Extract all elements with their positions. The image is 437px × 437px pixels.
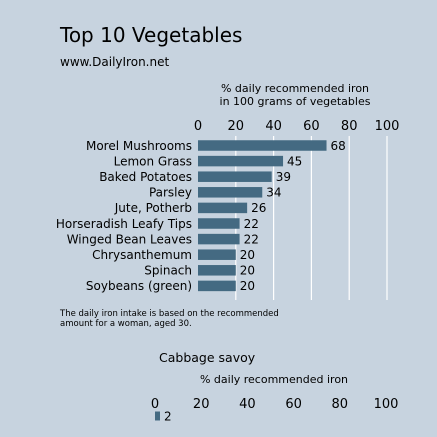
value-label: 22 (244, 232, 259, 246)
value-label: 68 (331, 139, 346, 153)
value-label: 26 (251, 201, 266, 215)
category-label: Morel Mushrooms (86, 139, 192, 153)
x-tick-label: 20 (228, 119, 245, 134)
main-x-axis-title-line2: in 100 grams of vegetables (220, 95, 371, 108)
value-label: 45 (287, 154, 302, 168)
bar (198, 140, 327, 151)
x-tick-label: 60 (285, 397, 302, 412)
footnote-line-2: amount for a woman, aged 30. (60, 319, 192, 329)
bar (155, 411, 160, 421)
sub-bars: 2 (155, 409, 172, 423)
category-label: Horseradish Leafy Tips (56, 217, 192, 231)
sub-chart-title: Cabbage savoy (159, 350, 256, 365)
value-label: 34 (266, 186, 281, 200)
category-label: Jute, Potherb (114, 201, 192, 215)
bar (198, 202, 248, 214)
x-tick-label: 80 (341, 119, 358, 134)
bar (198, 249, 236, 260)
sub-x-axis-title: % daily recommended iron (200, 373, 348, 386)
footnote-line-1: The daily iron intake is based on the re… (59, 309, 279, 319)
value-label: 39 (276, 170, 291, 184)
x-tick-label: 20 (193, 397, 210, 412)
value-label: 20 (240, 279, 255, 293)
value-label: 20 (240, 248, 255, 262)
category-label: Chrysanthemum (92, 248, 192, 262)
category-label: Soybeans (green) (86, 279, 192, 293)
bar (198, 171, 272, 182)
bar (198, 280, 236, 292)
x-tick-label: 100 (375, 119, 400, 134)
source-link[interactable]: www.DailyIron.net (60, 55, 169, 69)
main-bars: Morel Mushrooms 68 Lemon Grass 45 Baked Pota… (56, 139, 346, 293)
category-label: Parsley (149, 186, 192, 200)
category-label: Winged Bean Leaves (67, 232, 192, 246)
value-label: 2 (164, 409, 172, 423)
x-tick-label: 0 (194, 119, 202, 134)
value-label: 20 (240, 264, 255, 278)
category-label: Baked Potatoes (99, 170, 192, 184)
bar (198, 233, 240, 245)
x-tick-label: 40 (265, 119, 282, 134)
footnote: The daily iron intake is based on the re… (59, 309, 279, 329)
main-tick-labels: 0 20 40 60 80 100 (194, 119, 400, 134)
chart-title: Top 10 Vegetables (59, 23, 242, 47)
category-label: Lemon Grass (114, 154, 192, 168)
x-tick-label: 40 (239, 397, 256, 412)
x-tick-label: 0 (151, 397, 159, 412)
sub-chart: Cabbage savoy % daily recommended iron 0… (151, 350, 399, 423)
x-tick-label: 80 (332, 397, 349, 412)
bar (198, 265, 236, 276)
main-x-axis-title-line1: % daily recommended iron (221, 82, 369, 95)
main-chart: % daily recommended iron in 100 grams of… (56, 82, 400, 300)
bar (198, 218, 240, 229)
value-label: 22 (244, 217, 259, 231)
x-tick-label: 100 (374, 397, 399, 412)
bar (198, 155, 284, 167)
x-tick-label: 60 (303, 119, 320, 134)
bar (198, 187, 263, 198)
sub-tick-labels: 0 20 40 60 80 100 (151, 397, 399, 412)
category-label: Spinach (144, 264, 192, 278)
